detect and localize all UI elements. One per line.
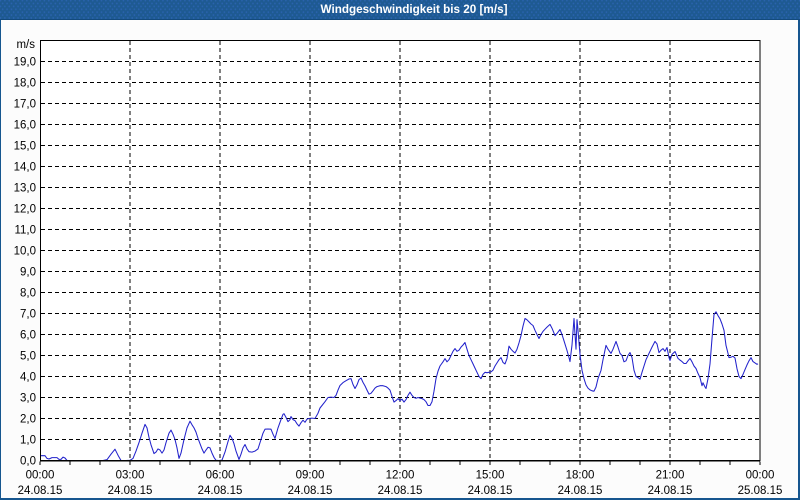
svg-text:24.08.15: 24.08.15 xyxy=(198,485,243,497)
svg-text:15,0: 15,0 xyxy=(14,141,36,153)
svg-text:24.08.15: 24.08.15 xyxy=(288,485,333,497)
svg-text:16,0: 16,0 xyxy=(14,120,36,132)
svg-text:4,0: 4,0 xyxy=(20,372,36,384)
svg-text:19,0: 19,0 xyxy=(14,57,36,69)
svg-text:6,0: 6,0 xyxy=(20,330,36,342)
svg-text:15:00: 15:00 xyxy=(476,470,505,482)
svg-text:09:00: 09:00 xyxy=(296,470,325,482)
svg-text:18,0: 18,0 xyxy=(14,78,36,90)
svg-text:3,0: 3,0 xyxy=(20,393,36,405)
svg-text:24.08.15: 24.08.15 xyxy=(18,485,63,497)
svg-text:24.08.15: 24.08.15 xyxy=(108,485,153,497)
svg-text:06:00: 06:00 xyxy=(206,470,235,482)
svg-text:7,0: 7,0 xyxy=(20,309,36,321)
svg-text:12,0: 12,0 xyxy=(14,204,36,216)
svg-text:0,0: 0,0 xyxy=(20,456,36,468)
svg-text:24.08.15: 24.08.15 xyxy=(648,485,693,497)
svg-text:2,0: 2,0 xyxy=(20,414,36,426)
svg-text:00:00: 00:00 xyxy=(26,470,55,482)
svg-text:11,0: 11,0 xyxy=(14,225,36,237)
svg-text:17,0: 17,0 xyxy=(14,99,36,111)
svg-text:00:00: 00:00 xyxy=(746,470,775,482)
svg-text:8,0: 8,0 xyxy=(20,288,36,300)
svg-text:10,0: 10,0 xyxy=(14,246,36,258)
svg-text:18:00: 18:00 xyxy=(566,470,595,482)
svg-text:03:00: 03:00 xyxy=(116,470,145,482)
svg-text:14,0: 14,0 xyxy=(14,162,36,174)
svg-text:13,0: 13,0 xyxy=(14,183,36,195)
svg-text:m/s: m/s xyxy=(16,39,35,51)
svg-text:25.08.15: 25.08.15 xyxy=(738,485,783,497)
svg-text:24.08.15: 24.08.15 xyxy=(378,485,423,497)
svg-text:24.08.15: 24.08.15 xyxy=(468,485,513,497)
svg-text:1,0: 1,0 xyxy=(20,435,36,447)
svg-text:21:00: 21:00 xyxy=(656,470,685,482)
svg-text:9,0: 9,0 xyxy=(20,267,36,279)
svg-text:5,0: 5,0 xyxy=(20,351,36,363)
svg-text:12:00: 12:00 xyxy=(386,470,415,482)
svg-text:24.08.15: 24.08.15 xyxy=(558,485,603,497)
